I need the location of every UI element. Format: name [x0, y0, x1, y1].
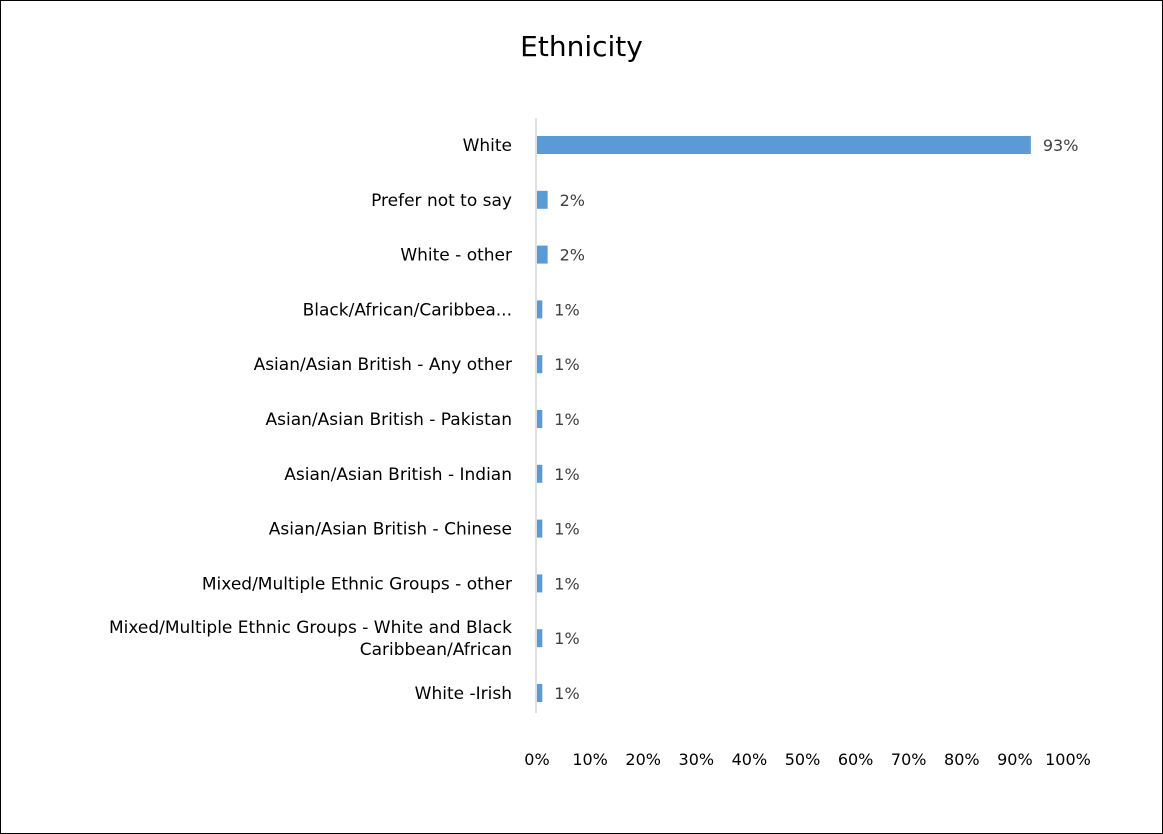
category-label: Caribbean/African — [360, 640, 512, 660]
category-label: Asian/Asian British - Any other — [254, 355, 512, 375]
category-label: Black/African/Caribbea... — [303, 300, 512, 320]
bar — [537, 245, 548, 264]
category-label: Asian/Asian British - Pakistan — [266, 410, 512, 430]
x-tick-label: 70% — [891, 750, 927, 769]
x-tick-label: 80% — [944, 750, 980, 769]
data-label: 1% — [554, 300, 579, 319]
bar — [537, 410, 543, 428]
bar — [537, 684, 543, 702]
category-label: Mixed/Multiple Ethnic Groups - other — [202, 574, 512, 594]
bar — [537, 355, 543, 374]
category-label: White - other — [400, 246, 512, 266]
data-label: 1% — [554, 629, 579, 648]
bar — [537, 629, 543, 648]
x-tick-label: 40% — [732, 750, 768, 769]
bar — [537, 519, 543, 538]
category-label: White — [463, 136, 512, 156]
category-label: Asian/Asian British - Indian — [284, 465, 512, 485]
data-label: 1% — [554, 520, 579, 539]
data-label: 2% — [560, 191, 585, 210]
data-label: 1% — [554, 574, 579, 593]
bar — [537, 136, 1031, 154]
x-tick-label: 0% — [524, 750, 549, 769]
bar — [537, 464, 543, 483]
category-label: Prefer not to say — [371, 191, 512, 211]
chart-title: Ethnicity — [520, 30, 643, 63]
category-label: White -Irish — [415, 684, 512, 704]
data-label: 1% — [554, 684, 579, 703]
x-tick-label: 100% — [1045, 750, 1091, 769]
data-label: 1% — [554, 465, 579, 484]
x-tick-label: 20% — [625, 750, 661, 769]
x-tick-label: 10% — [572, 750, 608, 769]
x-tick-label: 30% — [679, 750, 715, 769]
data-label: 2% — [560, 246, 585, 265]
data-label: 1% — [554, 410, 579, 429]
x-tick-label: 50% — [785, 750, 821, 769]
bar — [537, 190, 548, 209]
data-label: 93% — [1043, 136, 1079, 155]
category-label: Mixed/Multiple Ethnic Groups - White and… — [109, 618, 512, 638]
bar — [537, 300, 543, 319]
bar — [537, 574, 543, 593]
x-tick-label: 90% — [997, 750, 1033, 769]
data-label: 1% — [554, 355, 579, 374]
x-tick-label: 60% — [838, 750, 874, 769]
category-label: Asian/Asian British - Chinese — [269, 520, 512, 540]
